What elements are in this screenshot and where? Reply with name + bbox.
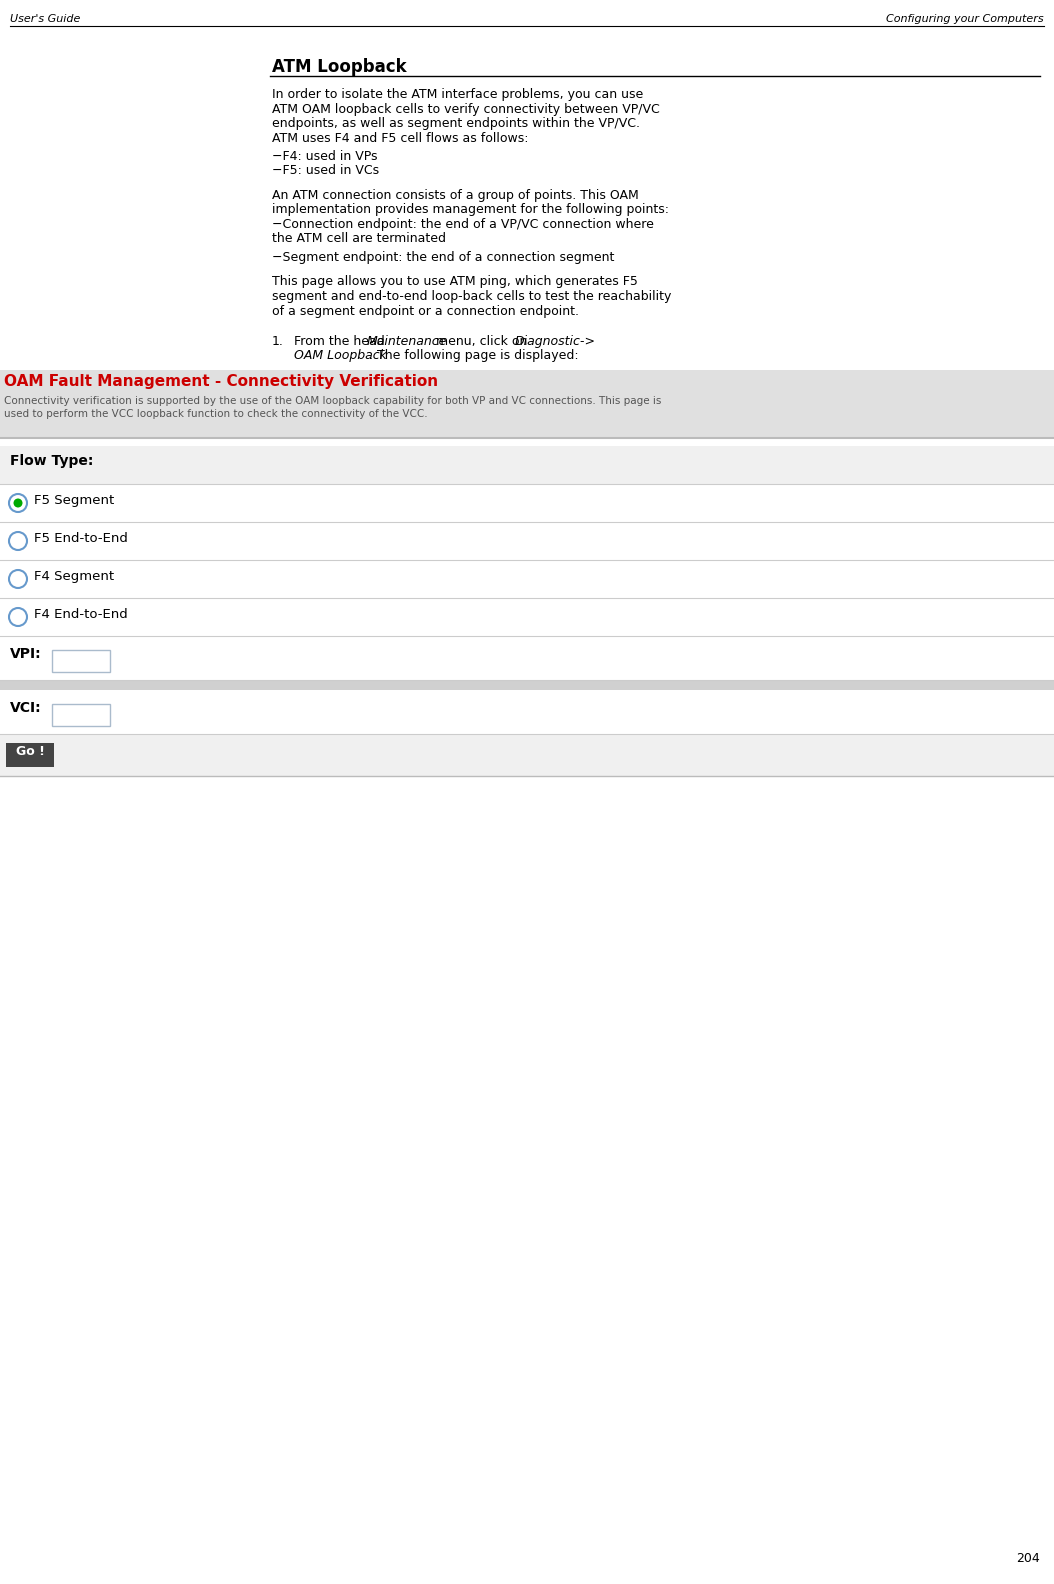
Text: 204: 204 xyxy=(1016,1552,1040,1565)
FancyBboxPatch shape xyxy=(52,703,110,725)
Text: ATM uses F4 and F5 cell flows as follows:: ATM uses F4 and F5 cell flows as follows… xyxy=(272,131,528,144)
FancyBboxPatch shape xyxy=(0,447,1054,485)
Text: User's Guide: User's Guide xyxy=(9,14,80,24)
Text: used to perform the VCC loopback function to check the connectivity of the VCC.: used to perform the VCC loopback functio… xyxy=(4,409,428,420)
Text: In order to isolate the ATM interface problems, you can use: In order to isolate the ATM interface pr… xyxy=(272,89,643,101)
FancyBboxPatch shape xyxy=(52,649,110,672)
Text: VCI:: VCI: xyxy=(9,702,41,714)
FancyBboxPatch shape xyxy=(0,485,1054,523)
Text: Diagnostic: Diagnostic xyxy=(515,334,581,348)
Text: 1.: 1. xyxy=(272,334,284,348)
Text: Connectivity verification is supported by the use of the OAM loopback capability: Connectivity verification is supported b… xyxy=(4,396,661,406)
Text: F4 Segment: F4 Segment xyxy=(34,570,114,583)
Text: Go !: Go ! xyxy=(16,744,44,759)
FancyBboxPatch shape xyxy=(0,733,1054,776)
Circle shape xyxy=(14,499,22,507)
FancyBboxPatch shape xyxy=(6,743,54,767)
Circle shape xyxy=(9,608,27,626)
Text: the ATM cell are terminated: the ATM cell are terminated xyxy=(272,233,446,246)
Text: From the head: From the head xyxy=(294,334,389,348)
Text: OAM Loopback: OAM Loopback xyxy=(294,350,387,363)
Text: Maintenance: Maintenance xyxy=(367,334,447,348)
Text: −Connection endpoint: the end of a VP/VC connection where: −Connection endpoint: the end of a VP/VC… xyxy=(272,219,653,231)
Text: OAM Fault Management - Connectivity Verification: OAM Fault Management - Connectivity Veri… xyxy=(4,374,438,390)
Text: . The following page is displayed:: . The following page is displayed: xyxy=(369,350,579,363)
FancyBboxPatch shape xyxy=(0,371,1054,439)
Circle shape xyxy=(9,532,27,550)
FancyBboxPatch shape xyxy=(0,523,1054,561)
FancyBboxPatch shape xyxy=(0,680,1054,691)
Text: −F4: used in VPs: −F4: used in VPs xyxy=(272,150,377,163)
FancyBboxPatch shape xyxy=(0,691,1054,733)
FancyBboxPatch shape xyxy=(0,637,1054,680)
Circle shape xyxy=(9,494,27,512)
Text: endpoints, as well as segment endpoints within the VP/VC.: endpoints, as well as segment endpoints … xyxy=(272,117,640,130)
Text: menu, click on: menu, click on xyxy=(432,334,531,348)
Text: of a segment endpoint or a connection endpoint.: of a segment endpoint or a connection en… xyxy=(272,304,579,317)
Text: −Segment endpoint: the end of a connection segment: −Segment endpoint: the end of a connecti… xyxy=(272,250,614,265)
Text: ->: -> xyxy=(572,334,594,348)
Text: An ATM connection consists of a group of points. This OAM: An ATM connection consists of a group of… xyxy=(272,188,639,203)
Text: −F5: used in VCs: −F5: used in VCs xyxy=(272,165,379,177)
Text: implementation provides management for the following points:: implementation provides management for t… xyxy=(272,203,669,217)
Text: F5 Segment: F5 Segment xyxy=(34,494,114,507)
FancyBboxPatch shape xyxy=(0,561,1054,599)
Text: ATM Loopback: ATM Loopback xyxy=(272,59,407,76)
Text: Configuring your Computers: Configuring your Computers xyxy=(886,14,1045,24)
Text: Flow Type:: Flow Type: xyxy=(9,455,94,467)
Text: F5 End-to-End: F5 End-to-End xyxy=(34,532,128,545)
Circle shape xyxy=(9,570,27,588)
Text: VPI:: VPI: xyxy=(9,646,41,661)
Text: segment and end-to-end loop-back cells to test the reachability: segment and end-to-end loop-back cells t… xyxy=(272,290,671,303)
Text: F4 End-to-End: F4 End-to-End xyxy=(34,608,128,621)
Text: This page allows you to use ATM ping, which generates F5: This page allows you to use ATM ping, wh… xyxy=(272,276,638,288)
FancyBboxPatch shape xyxy=(0,599,1054,637)
Text: ATM OAM loopback cells to verify connectivity between VP/VC: ATM OAM loopback cells to verify connect… xyxy=(272,103,660,116)
